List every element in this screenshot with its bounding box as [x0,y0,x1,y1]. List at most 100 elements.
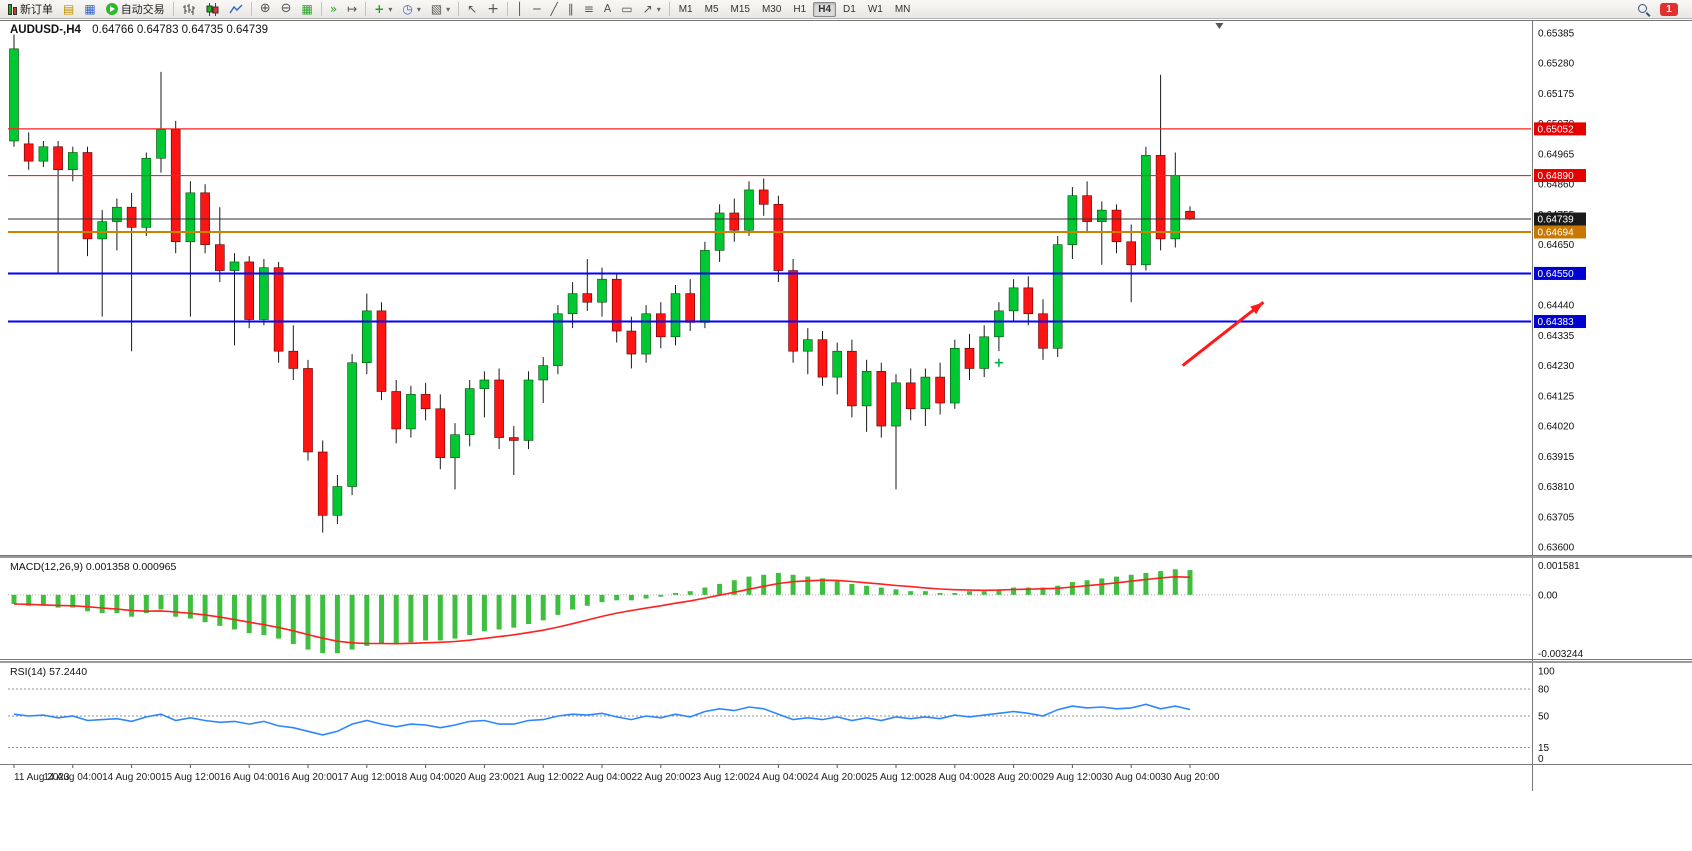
toolbar-separator [668,2,670,16]
chart-profiles-icon: ▤ [63,2,75,16]
toolbar-separator [458,2,460,16]
chart-symbol-period: AUDUSD-,H4 [10,24,81,36]
line-chart-button[interactable] [225,1,247,18]
templates-button[interactable]: ▧ ▾ [427,1,454,18]
fibonacci-icon: ≡ [583,2,594,16]
timeframe-m15[interactable]: M15 [726,2,755,17]
tile-windows-button[interactable]: ▦ [298,1,317,18]
panel-splitter-macd[interactable] [0,556,1692,558]
periods-button[interactable]: ◷ ▾ [398,1,425,18]
svg-text:0.65175: 0.65175 [1538,89,1575,100]
toolbar-group-pointer: ↖ + [463,1,503,18]
svg-text:0.64440: 0.64440 [1538,301,1575,312]
time-label: 25 Aug 12:00 [867,772,926,783]
svg-text:0: 0 [1538,754,1544,765]
candlestick-chart-button[interactable] [202,1,223,18]
svg-text:0.001581: 0.001581 [1538,561,1580,572]
chart-shift-button[interactable]: ↦ [343,1,361,18]
arrows-tool-icon: ↗ [642,2,653,16]
text-tool-icon: A [603,2,612,15]
panel-splitter-rsi[interactable] [0,661,1692,663]
timeframe-mn[interactable]: MN [890,2,916,17]
toolbar-group-trade: 新订单 ▤ ▦ 自动交易 [4,1,169,18]
search-button[interactable] [1633,1,1654,18]
chevron-down-icon: ▾ [656,4,661,14]
timeframe-d1[interactable]: D1 [838,2,861,17]
crosshair-button[interactable]: + [483,1,503,18]
cursor-button[interactable]: ↖ [463,1,481,18]
trend-arrow-annotation[interactable] [1181,301,1265,367]
timeframe-toolbar: M1 M5 M15 M30 H1 H4 D1 W1 MN [674,1,916,17]
svg-text:0.63600: 0.63600 [1538,543,1575,554]
toolbar-separator [320,2,322,16]
vertical-line-tool-button[interactable]: │ [512,1,527,18]
svg-text:0.64890: 0.64890 [1538,171,1575,182]
time-label: 17 Aug 12:00 [337,772,396,783]
svg-text:0.64125: 0.64125 [1538,391,1575,402]
indicators-button[interactable]: + ▾ [370,1,396,18]
rsi-line [13,703,1191,736]
timeframe-w1[interactable]: W1 [863,2,888,17]
channel-tool-button[interactable]: ∥ [564,1,578,18]
timeframe-m30[interactable]: M30 [757,2,786,17]
timeframe-h4[interactable]: H4 [813,1,837,17]
timeframe-m5[interactable]: M5 [700,2,724,17]
price-badge-current-price [1534,212,1586,226]
svg-text:0.64739: 0.64739 [1538,215,1575,226]
charts-button[interactable]: ▦ [80,1,99,18]
svg-text:0.65280: 0.65280 [1538,59,1575,70]
svg-text:0.64694: 0.64694 [1538,227,1575,238]
toolbar-separator [506,2,508,16]
bar-chart-button[interactable] [178,1,200,18]
trendline-tool-button[interactable]: ╱ [546,1,561,18]
svg-text:100: 100 [1538,667,1555,678]
time-label: 20 Aug 23:00 [455,772,514,783]
crosshair-icon: + [487,1,499,17]
arrows-tool-button[interactable]: ↗ ▾ [639,1,665,18]
svg-text:0.64383: 0.64383 [1538,317,1575,328]
svg-text:0.64650: 0.64650 [1538,240,1575,251]
toolbar-group-drawing: │ ─ ╱ ∥ ≡ A ▭ ↗ ▾ [512,1,665,18]
buy-cross-marker[interactable] [994,358,1003,367]
price-badge-resistance-1 [1534,122,1586,136]
text-tool-button[interactable]: A [600,1,616,18]
toolbar-group-scroll: » ↦ [326,1,361,18]
zoom-out-button[interactable]: ⊖ [277,1,296,18]
auto-trading-icon [105,3,118,15]
auto-trading-button[interactable]: 自动交易 [102,1,169,18]
notification-badge[interactable]: 1 [1660,2,1678,16]
auto-trading-label: 自动交易 [120,4,165,16]
new-order-button[interactable]: 新订单 [4,1,57,18]
timeframe-m1[interactable]: M1 [674,2,698,17]
horizontal-line-icon: ─ [533,2,541,16]
time-label: 16 Aug 20:00 [279,772,338,783]
main-chart-panel[interactable]: 0.653850.652800.651750.650700.649650.648… [0,20,1692,556]
toolbar-group-zoom: ⊕ ⊖ ▦ [256,1,317,18]
macd-panel[interactable]: 0.001581 0.00 -0.003244 [0,558,1692,661]
time-label: 24 Aug 04:00 [749,772,808,783]
time-label: 29 Aug 12:00 [1043,772,1102,783]
price-badge-support-1 [1534,266,1586,280]
svg-text:80: 80 [1538,685,1550,696]
svg-text:0.64020: 0.64020 [1538,422,1575,433]
label-tool-button[interactable]: ▭ [617,1,636,18]
time-label: 30 Aug 04:00 [1102,772,1161,783]
zoom-out-icon: ⊖ [280,1,292,16]
rsi-panel[interactable]: 100 80 50 150 [0,663,1692,765]
chart-shift-marker[interactable] [1215,23,1224,29]
price-badge-support-2 [1534,315,1586,329]
time-label: 30 Aug 20:00 [1161,772,1220,783]
rsi-label: RSI(14) 57.2440 [10,666,88,678]
chevron-down-icon: ▾ [446,4,451,14]
chevron-down-icon: ▾ [388,4,393,14]
fibonacci-tool-button[interactable]: ≡ [580,1,598,18]
zoom-in-button[interactable]: ⊕ [256,1,275,18]
horizontal-line-tool-button[interactable]: ─ [529,1,544,18]
timeframe-h1[interactable]: H1 [788,2,811,17]
auto-scroll-button[interactable]: » [326,1,341,18]
svg-text:0.63705: 0.63705 [1538,512,1575,523]
time-label: 28 Aug 04:00 [925,772,984,783]
chart-profiles-button[interactable]: ▤ [59,1,78,18]
add-indicator-icon: + [374,2,385,16]
